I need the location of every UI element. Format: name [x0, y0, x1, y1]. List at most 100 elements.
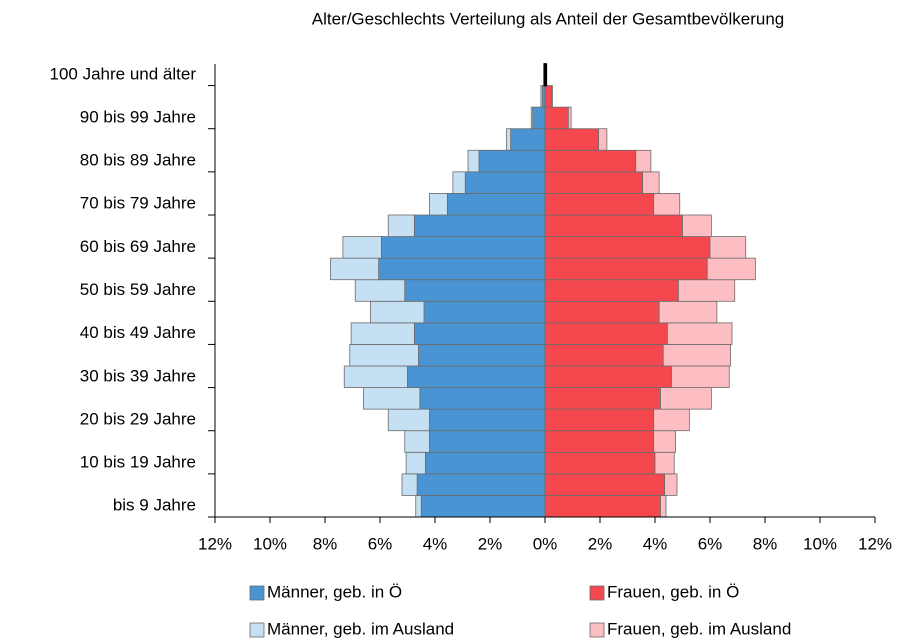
legend-swatch	[249, 622, 265, 638]
bar	[413, 322, 546, 345]
bar	[354, 279, 406, 302]
bar	[544, 430, 655, 453]
bar	[544, 214, 683, 237]
x-tick-label: 2%	[588, 534, 613, 553]
bar	[350, 322, 415, 345]
bar	[544, 171, 644, 194]
legend-swatch	[589, 585, 605, 601]
bar	[415, 495, 422, 518]
bar	[662, 344, 732, 367]
bar	[429, 193, 448, 216]
bar	[478, 149, 546, 173]
bar	[544, 408, 655, 432]
bar	[642, 171, 660, 194]
bar	[420, 495, 546, 518]
chart-title: Alter/Geschlechts Verteilung als Anteil …	[312, 9, 784, 28]
legend-label: Männer, geb. in Ö	[267, 582, 402, 601]
y-tick-label: 100 Jahre und älter	[50, 64, 197, 83]
y-tick-label: 60 bis 69 Jahre	[80, 237, 196, 256]
bar	[446, 193, 546, 216]
bar	[709, 236, 747, 259]
bar	[404, 279, 546, 302]
x-tick-label: 6%	[368, 534, 393, 553]
bar	[452, 171, 466, 194]
bar	[416, 473, 546, 496]
bar	[544, 193, 655, 216]
bar	[464, 171, 546, 194]
y-tick-label: bis 9 Jahre	[113, 496, 196, 515]
x-tick-label: 12%	[198, 534, 232, 553]
bar	[401, 473, 418, 496]
x-tick-label: 4%	[423, 534, 448, 553]
x-tick-label: 10%	[803, 534, 837, 553]
x-tick-label: 8%	[753, 534, 778, 553]
bar	[418, 344, 546, 367]
legend-label: Frauen, geb. in Ö	[607, 582, 739, 601]
bar	[423, 300, 546, 324]
bar	[404, 430, 430, 453]
bar	[544, 495, 661, 518]
x-tick-label: 12%	[858, 534, 892, 553]
bar	[544, 63, 548, 87]
bar	[429, 430, 546, 453]
bar	[387, 214, 415, 237]
bar	[682, 214, 712, 237]
bar	[544, 106, 569, 130]
bar	[530, 106, 534, 130]
bar	[330, 257, 380, 281]
bar	[342, 236, 382, 259]
bar	[510, 128, 546, 151]
bar	[598, 128, 608, 151]
bar	[380, 236, 546, 259]
bar	[551, 85, 553, 108]
y-tick-label: 50 bis 59 Jahre	[80, 280, 196, 299]
bar	[658, 300, 718, 324]
x-tick-label: 2%	[478, 534, 503, 553]
bar	[544, 473, 666, 496]
bar	[635, 149, 652, 173]
bar	[660, 495, 667, 518]
y-tick-label: 80 bis 89 Jahre	[80, 151, 196, 170]
bar	[405, 451, 426, 475]
bar	[664, 473, 678, 496]
bar	[671, 365, 730, 388]
bar	[544, 279, 679, 302]
bar	[429, 408, 546, 432]
y-tick-label: 90 bis 99 Jahre	[80, 107, 196, 126]
bar	[544, 451, 656, 475]
bar	[653, 408, 690, 432]
legend-label: Männer, geb. im Ausland	[267, 619, 454, 638]
bar	[653, 193, 681, 216]
bar	[369, 300, 425, 324]
bar	[540, 85, 543, 108]
bar	[544, 300, 660, 324]
bar	[424, 451, 546, 475]
x-tick-label: 10%	[253, 534, 287, 553]
x-tick-label: 0%	[533, 534, 558, 553]
y-tick-label: 20 bis 29 Jahre	[80, 409, 196, 428]
bar	[407, 365, 546, 388]
bar	[706, 257, 756, 281]
bar	[544, 365, 672, 388]
legend-swatch	[589, 622, 605, 638]
x-tick-label: 6%	[698, 534, 723, 553]
bar	[541, 85, 546, 108]
bar	[413, 214, 546, 237]
bar	[544, 257, 708, 281]
bar	[654, 451, 675, 475]
bar	[660, 387, 712, 410]
bar	[653, 430, 677, 453]
bar	[378, 257, 546, 281]
bar	[419, 387, 546, 410]
x-tick-label: 8%	[313, 534, 338, 553]
bar	[677, 279, 736, 302]
y-tick-label: 70 bis 79 Jahre	[80, 194, 196, 213]
bar	[544, 236, 711, 259]
x-tick-label: 4%	[643, 534, 668, 553]
bar	[544, 322, 668, 345]
legend-swatch	[249, 585, 265, 601]
bar	[567, 106, 572, 130]
y-tick-label: 10 bis 19 Jahre	[80, 453, 196, 472]
